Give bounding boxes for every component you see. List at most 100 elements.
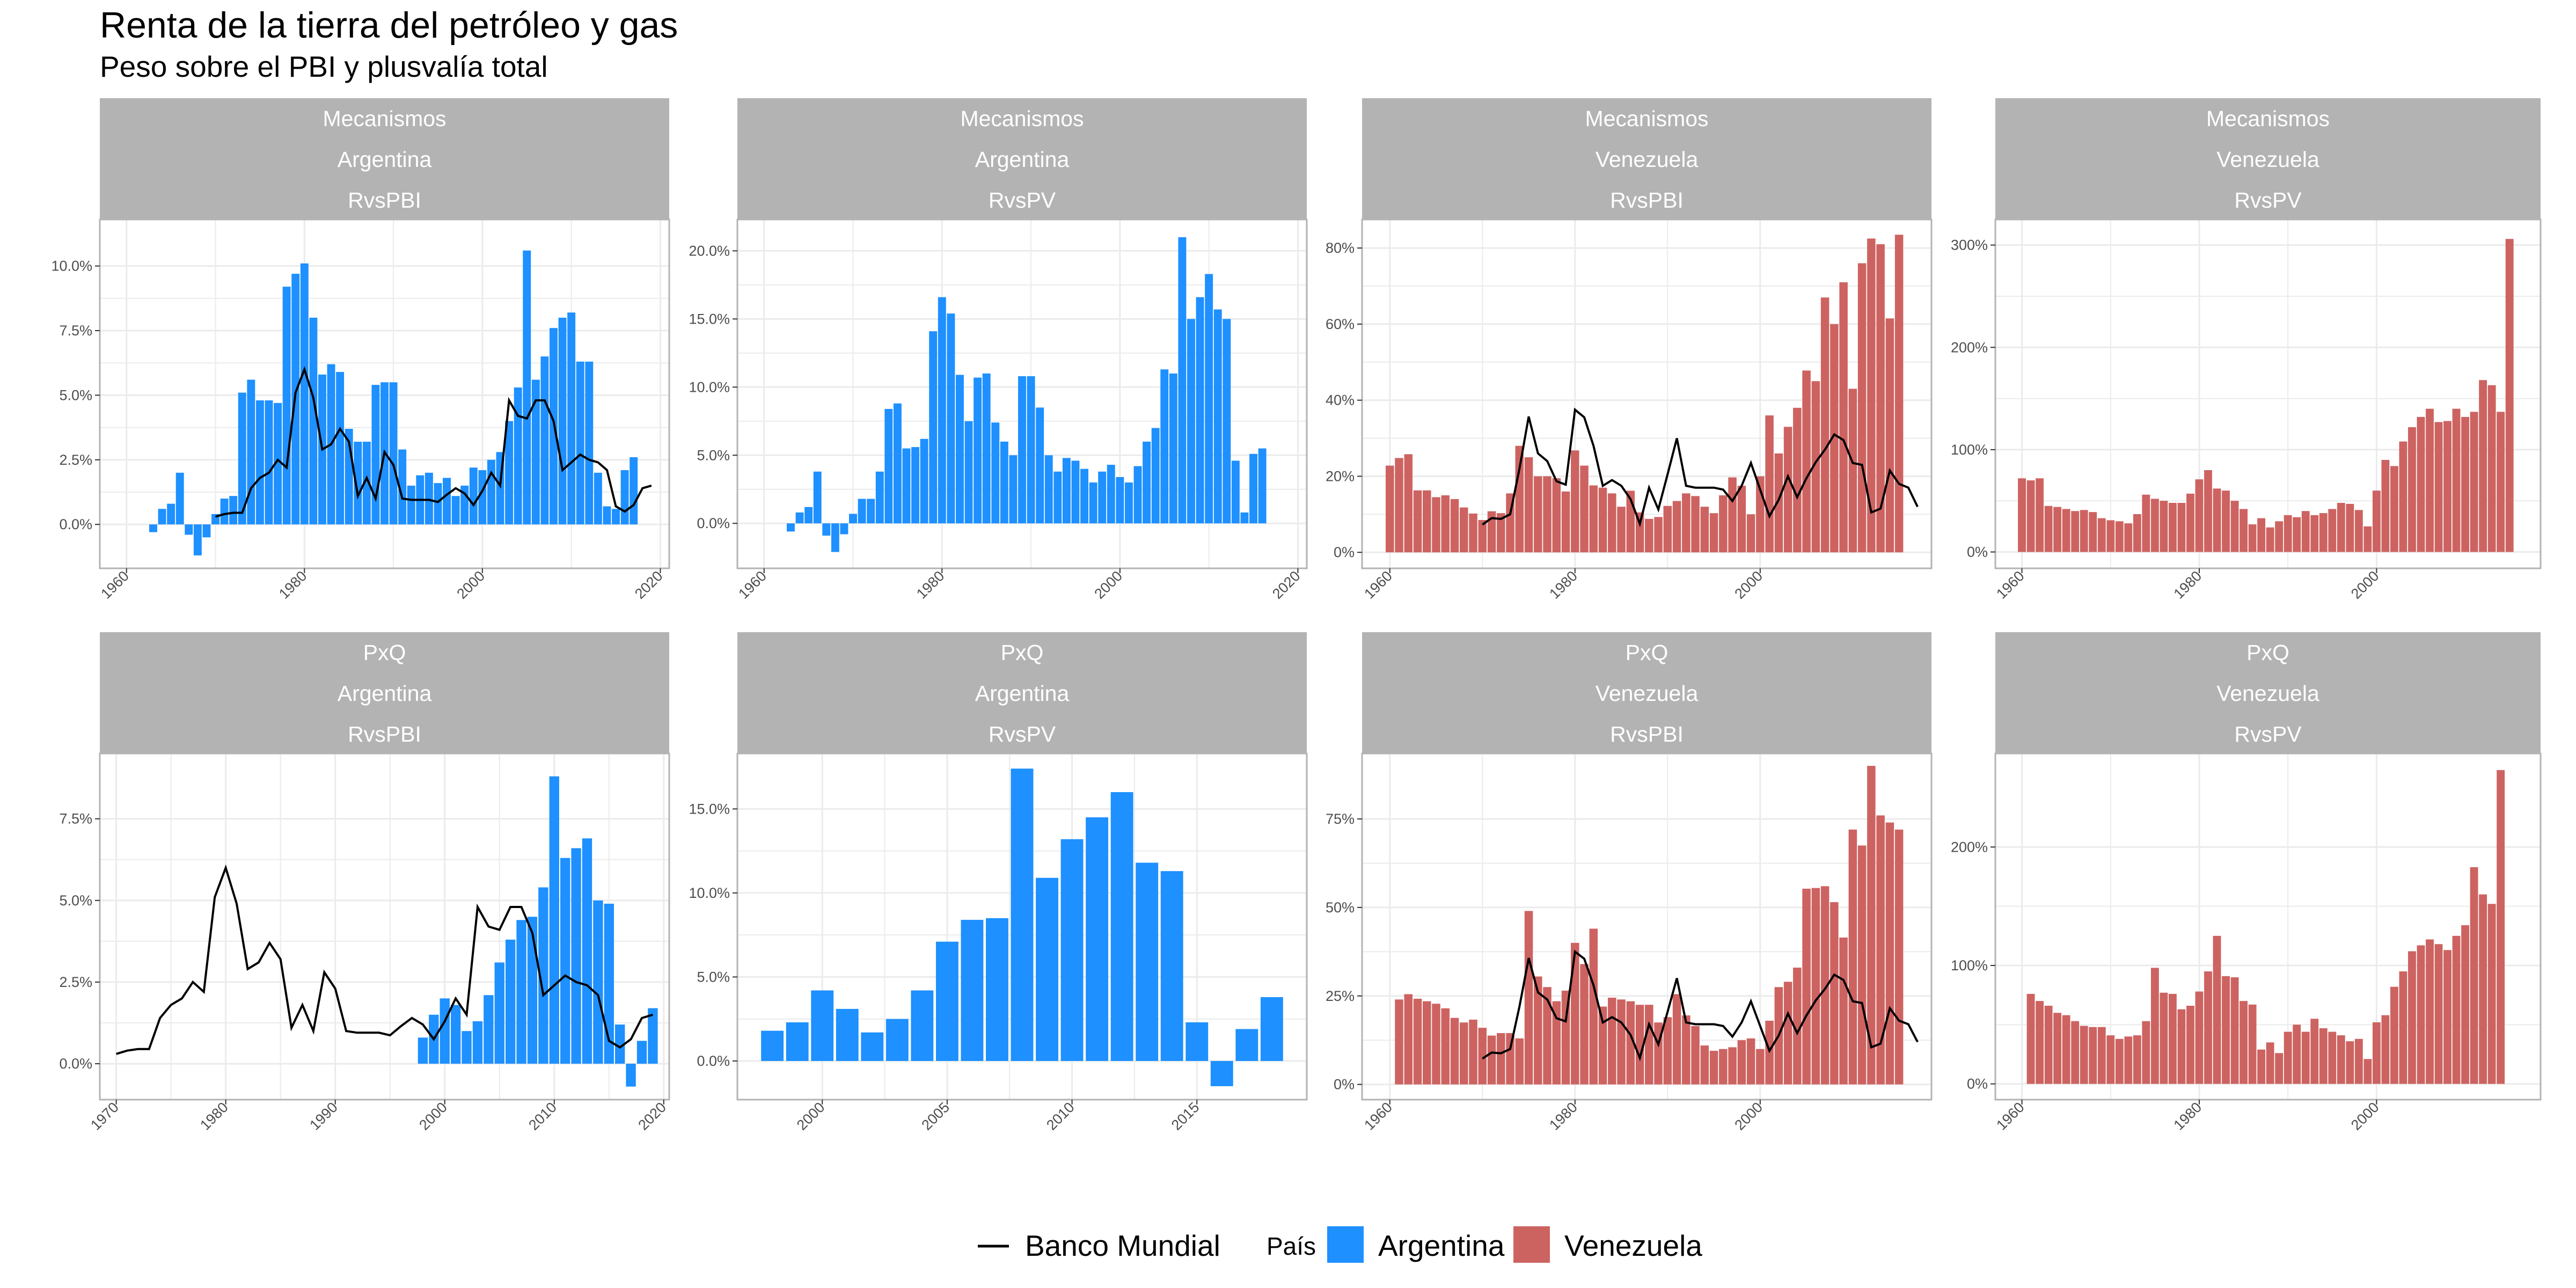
strip-label: RvsPBI	[348, 188, 421, 213]
bar	[1086, 817, 1109, 1061]
bar	[193, 524, 202, 555]
y-tick-label: 100%	[1951, 957, 1988, 974]
bar	[1756, 1049, 1765, 1085]
bar	[1196, 297, 1204, 524]
bar	[1682, 1015, 1690, 1085]
bar	[1746, 514, 1755, 553]
bar	[451, 496, 460, 525]
bar	[158, 509, 166, 525]
y-tick-label: 200%	[1951, 839, 1988, 855]
bar	[1160, 369, 1169, 524]
bar	[2310, 1019, 2319, 1084]
bar	[594, 472, 602, 525]
bar	[2275, 1053, 2284, 1084]
bar	[336, 372, 345, 525]
bar	[440, 998, 450, 1064]
bar	[648, 1008, 658, 1064]
bar	[861, 1032, 884, 1061]
bar	[947, 313, 955, 524]
bar	[1515, 1038, 1524, 1085]
y-tick-label: 20%	[1326, 468, 1355, 484]
bar	[2222, 491, 2230, 552]
bar	[1169, 373, 1177, 524]
strip-label: Mecanismos	[960, 106, 1084, 131]
bar	[831, 523, 839, 552]
bar	[1506, 1033, 1514, 1085]
bar	[1885, 318, 1894, 553]
bar	[2487, 904, 2496, 1084]
panel-border	[736, 752, 1308, 1101]
bar	[1857, 845, 1867, 1085]
bar	[1691, 496, 1700, 553]
bar	[929, 331, 938, 524]
strip-background	[1362, 98, 1931, 219]
bar	[462, 1031, 472, 1064]
strip-label: PxQ	[1001, 640, 1044, 665]
bar	[2142, 1021, 2150, 1084]
bar	[549, 776, 559, 1064]
bar	[2470, 412, 2478, 552]
bar	[1580, 465, 1589, 553]
bar	[2106, 520, 2115, 552]
bar	[1478, 1028, 1487, 1085]
line-banco-mundial	[1482, 407, 1919, 528]
bar	[1524, 911, 1533, 1085]
bar	[2399, 971, 2407, 1084]
facet-grid: Mecanismos Argentina RvsPBI 0.0% 2.5% 5.0% 7.5…	[51, 98, 2542, 1133]
bar	[300, 263, 309, 525]
bar	[2248, 1004, 2257, 1084]
bar	[2257, 518, 2266, 552]
bar	[2479, 380, 2487, 552]
strip-background	[1995, 98, 2541, 219]
bar	[2097, 1027, 2106, 1084]
bar	[450, 1005, 461, 1064]
bar	[1187, 319, 1195, 524]
bar	[2346, 503, 2354, 552]
bar	[2026, 480, 2035, 552]
bar	[2150, 499, 2159, 552]
legend-swatch-venezuela	[1513, 1226, 1550, 1263]
bar	[1617, 999, 1626, 1085]
bar	[1811, 381, 1820, 553]
bar	[149, 524, 157, 532]
bar	[1700, 1045, 1709, 1085]
bar	[1160, 871, 1183, 1061]
y-tick-label: 15.0%	[689, 311, 730, 327]
bar	[1524, 457, 1533, 553]
bar	[2080, 510, 2088, 552]
y-tick-label: 0.0%	[59, 1056, 92, 1072]
bar	[2213, 488, 2221, 552]
bar	[571, 848, 581, 1064]
strip-label: RvsPV	[989, 188, 1056, 213]
legend-label-venezuela: Venezuela	[1564, 1229, 1702, 1262]
bar	[1672, 501, 1681, 553]
bar	[2053, 1013, 2062, 1084]
bar	[2505, 239, 2514, 552]
bar	[220, 499, 229, 525]
bar	[1178, 237, 1187, 524]
y-tick-label: 0%	[1334, 544, 1355, 560]
strip-label: PxQ	[2246, 640, 2289, 665]
bar	[811, 990, 834, 1061]
bar	[2213, 935, 2221, 1084]
bar	[1000, 441, 1008, 524]
bar	[2266, 1042, 2274, 1084]
bar	[1839, 937, 1848, 1085]
bar	[2053, 507, 2062, 552]
bar	[911, 447, 920, 524]
bar	[1423, 490, 1431, 553]
bar	[2168, 503, 2177, 552]
bar	[935, 941, 958, 1061]
bar	[1820, 297, 1829, 553]
panel-border	[1361, 752, 1933, 1101]
panel-mecanismos-venezuela-rvspbi: MecanismosVenezuelaRvsPBI0%20%40%60%80%1…	[1326, 98, 1933, 602]
y-tick-label: 7.5%	[59, 811, 92, 827]
bar	[2177, 1009, 2186, 1084]
bar	[1223, 319, 1231, 524]
bar	[1534, 476, 1542, 553]
strip-background	[737, 98, 1307, 219]
y-tick-label: 25%	[1326, 988, 1355, 1004]
bar	[2346, 1041, 2354, 1084]
